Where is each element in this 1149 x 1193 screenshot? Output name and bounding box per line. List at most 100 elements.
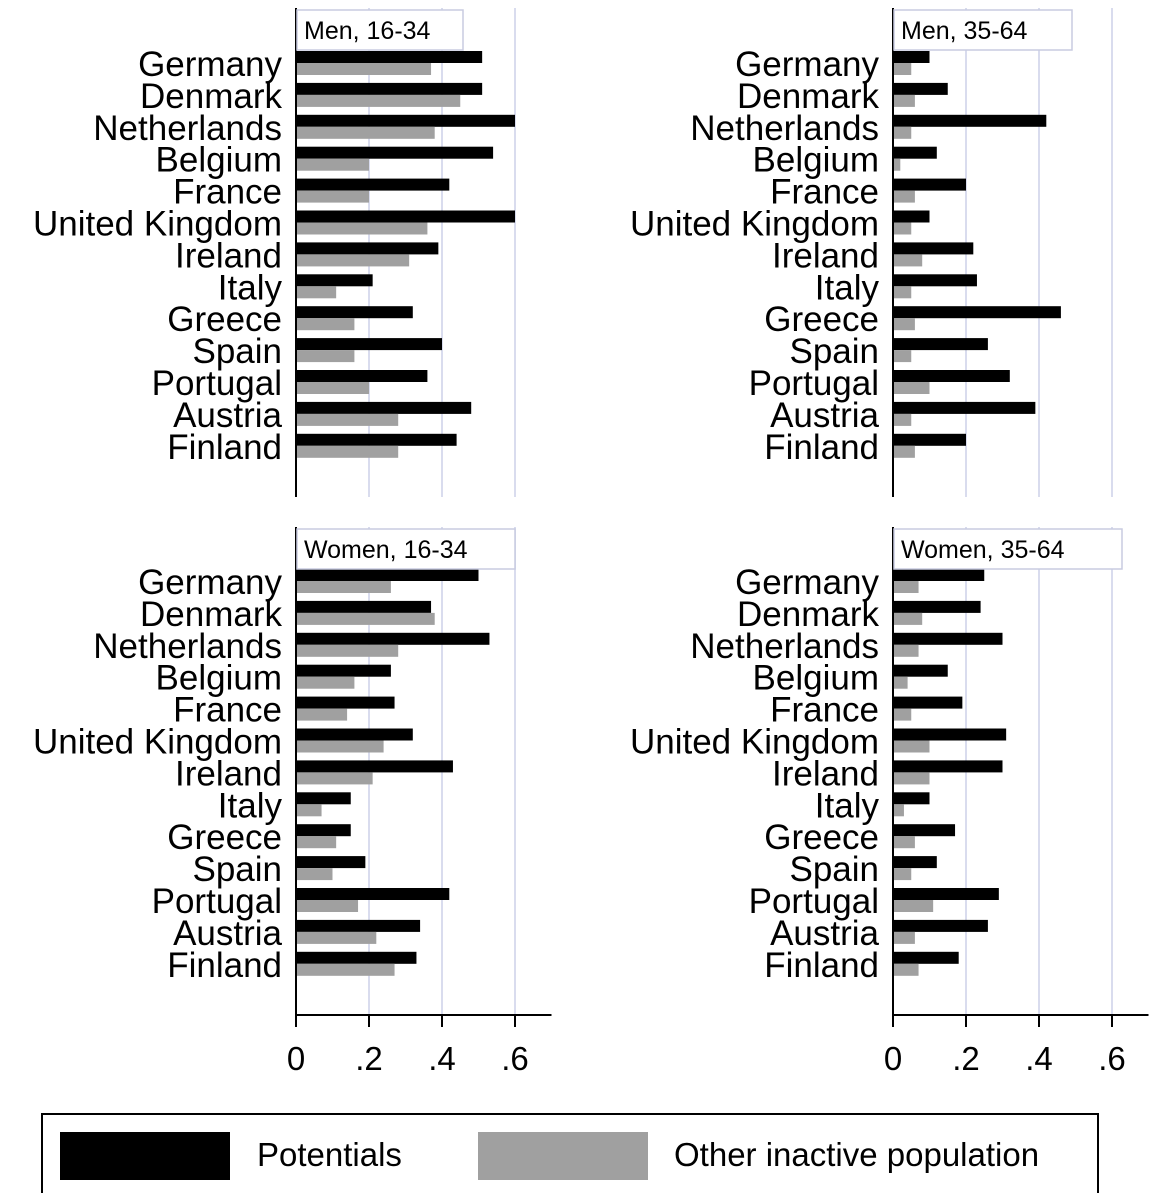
bar-other-inactive — [296, 222, 428, 235]
panel-title-box — [296, 9, 464, 51]
bar-potentials — [893, 178, 966, 191]
bar-other-inactive — [893, 931, 915, 944]
country-label: Denmark — [140, 595, 282, 634]
country-label: Denmark — [737, 77, 879, 116]
country-label: France — [770, 691, 879, 730]
legend: Potentials Other inactive population — [41, 1113, 1099, 1193]
country-label: Austria — [770, 914, 879, 953]
country-label: Austria — [173, 914, 282, 953]
bar-other-inactive — [296, 900, 359, 912]
country-label: Portugal — [749, 882, 879, 921]
bar-other-inactive — [893, 126, 912, 139]
bar-other-inactive — [893, 676, 908, 689]
bar-potentials — [296, 919, 421, 932]
panel-title: Women, 16-34 — [304, 536, 468, 564]
bar-potentials — [893, 274, 977, 287]
x-tick-label: .4 — [428, 1040, 456, 1077]
bar-potentials — [296, 82, 483, 95]
country-label: Spain — [192, 850, 282, 889]
panel-title: Men, 16-34 — [304, 17, 431, 45]
x-tick-label: .6 — [501, 1040, 529, 1077]
bar-other-inactive — [296, 581, 391, 593]
country-label: United Kingdom — [630, 723, 879, 762]
bar-potentials — [893, 696, 963, 709]
country-label: Belgium — [156, 141, 282, 180]
country-label: Greece — [764, 818, 879, 857]
bar-potentials — [893, 919, 988, 932]
x-tick-label: .4 — [1025, 1040, 1053, 1077]
legend-swatch — [478, 1132, 648, 1180]
bar-potentials — [296, 696, 395, 709]
bar-other-inactive — [893, 94, 915, 107]
bar-other-inactive — [296, 382, 369, 394]
country-label: Italy — [218, 786, 283, 825]
bar-potentials — [296, 824, 351, 837]
panel-1: GermanyDenmarkNetherlandsBelgiumFranceUn… — [33, 8, 516, 497]
country-label: Netherlands — [690, 627, 879, 666]
bar-other-inactive — [893, 804, 904, 817]
bar-potentials — [893, 51, 930, 63]
bar-other-inactive — [893, 772, 930, 785]
bar-other-inactive — [893, 581, 919, 593]
bar-potentials — [296, 760, 453, 773]
bar-other-inactive — [893, 286, 912, 299]
bar-potentials — [296, 370, 428, 382]
bar-potentials — [296, 338, 442, 351]
panel-title-box — [296, 528, 516, 570]
panel-title-box — [893, 528, 1123, 570]
bar-potentials — [893, 242, 974, 255]
country-label: Germany — [735, 563, 879, 602]
country-label: Belgium — [156, 659, 282, 698]
country-label: Portugal — [749, 364, 879, 403]
bar-potentials — [296, 242, 439, 255]
bar-other-inactive — [296, 350, 355, 363]
country-label: Denmark — [140, 77, 282, 116]
bar-other-inactive — [893, 963, 919, 976]
bar-potentials — [893, 306, 1061, 319]
bar-potentials — [893, 210, 930, 223]
country-label: Germany — [138, 563, 282, 602]
bar-potentials — [893, 728, 1007, 741]
x-tick-label: .6 — [1098, 1040, 1126, 1077]
bar-other-inactive — [893, 382, 930, 394]
bar-other-inactive — [296, 63, 432, 75]
bar-potentials — [893, 401, 1036, 414]
country-label: Finland — [167, 428, 282, 467]
country-label: Portugal — [152, 882, 282, 921]
bar-other-inactive — [296, 413, 399, 426]
country-label: Denmark — [737, 595, 879, 634]
bar-potentials — [296, 178, 450, 191]
bar-other-inactive — [893, 254, 923, 267]
bar-potentials — [296, 569, 479, 581]
bar-potentials — [296, 274, 373, 287]
bar-potentials — [296, 51, 483, 63]
bar-potentials — [296, 401, 472, 414]
bar-other-inactive — [893, 644, 919, 657]
country-label: Ireland — [772, 754, 879, 793]
country-label: Germany — [735, 45, 879, 84]
country-label: Italy — [815, 268, 880, 307]
bar-potentials — [893, 338, 988, 351]
country-label: Spain — [789, 332, 879, 371]
bar-other-inactive — [893, 900, 934, 912]
bar-potentials — [296, 728, 413, 741]
bar-potentials — [296, 856, 366, 869]
country-label: United Kingdom — [33, 723, 282, 762]
country-label: Belgium — [753, 659, 879, 698]
country-label: Finland — [764, 946, 879, 985]
country-label: France — [173, 173, 282, 212]
bar-other-inactive — [296, 772, 373, 785]
bar-potentials — [893, 951, 959, 964]
bar-other-inactive — [296, 158, 369, 171]
bar-other-inactive — [296, 126, 435, 139]
bar-other-inactive — [893, 868, 912, 881]
bar-potentials — [893, 632, 1003, 645]
country-label: Spain — [789, 850, 879, 889]
bar-potentials — [893, 888, 999, 900]
country-label: Germany — [138, 45, 282, 84]
bar-other-inactive — [893, 612, 923, 625]
bar-potentials — [893, 114, 1047, 127]
bar-potentials — [296, 664, 391, 677]
bar-other-inactive — [296, 644, 399, 657]
bar-potentials — [893, 760, 1003, 773]
